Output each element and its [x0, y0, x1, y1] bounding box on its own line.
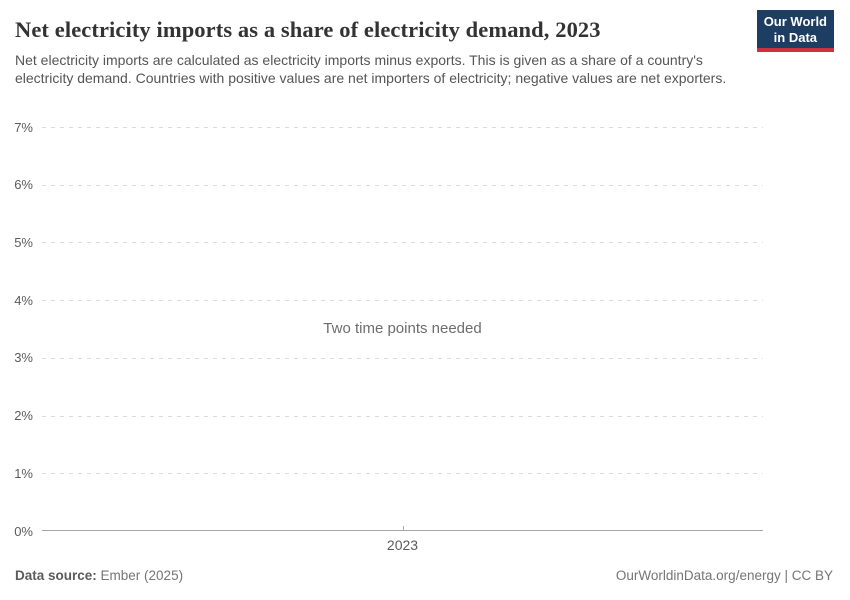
plot-area	[42, 127, 763, 531]
gridline-3%	[42, 357, 763, 359]
gridline-4%	[42, 300, 763, 302]
y-tick-label-4%: 4%	[14, 292, 33, 308]
x-axis-tick-label: 2023	[386, 537, 419, 553]
y-tick-label-2%: 2%	[14, 408, 33, 424]
data-source-label: Data source:	[15, 568, 97, 583]
y-tick-label-7%: 7%	[14, 119, 33, 135]
gridline-6%	[42, 184, 763, 186]
data-source: Data source: Ember (2025)	[15, 568, 183, 583]
chart-footer: Data source: Ember (2025) OurWorldinData…	[15, 568, 833, 583]
owid-logo: Our World in Data	[756, 10, 834, 52]
y-tick-label-6%: 6%	[14, 177, 33, 193]
gridline-1%	[42, 473, 763, 475]
data-source-value: Ember (2025)	[96, 568, 184, 583]
y-tick-label-1%: 1%	[14, 465, 33, 481]
y-tick-label-3%: 3%	[14, 350, 33, 366]
gridline-7%	[42, 127, 763, 128]
x-axis-tick	[402, 526, 404, 531]
empty-chart-note: Two time points needed	[323, 320, 482, 337]
gridline-5%	[42, 242, 763, 244]
y-tick-label-0%: 0%	[14, 523, 33, 539]
owid-logo-line1: Our World	[763, 14, 827, 29]
gridline-2%	[42, 415, 763, 417]
chart-title: Net electricity imports as a share of el…	[15, 17, 601, 42]
license-credit: OurWorldinData.org/energy | CC BY	[615, 568, 833, 583]
y-tick-label-5%: 5%	[14, 234, 33, 250]
owid-logo-line2: in Data	[773, 29, 818, 45]
chart-subtitle: Net electricity imports are calculated a…	[15, 52, 727, 86]
